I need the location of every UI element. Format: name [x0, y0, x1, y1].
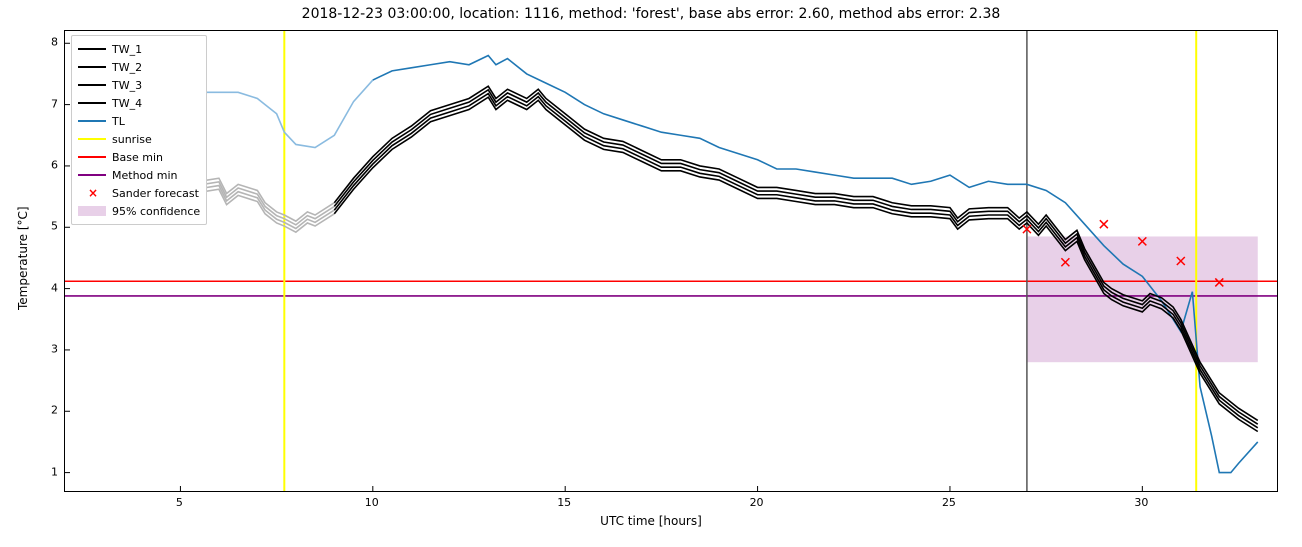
plot-svg — [65, 31, 1277, 491]
legend-entry: TW_3 — [78, 76, 200, 94]
y-tick-label: 5 — [42, 220, 58, 233]
confidence-rect — [1027, 236, 1258, 362]
y-tick-label: 1 — [42, 465, 58, 478]
y-tick-label: 6 — [42, 158, 58, 171]
y-tick-label: 7 — [42, 97, 58, 110]
x-tick-label: 5 — [176, 496, 183, 509]
legend-entry: × Sander forecast — [78, 184, 200, 202]
legend-label: 95% confidence — [112, 205, 200, 218]
legend-swatch-icon — [78, 152, 106, 162]
y-tick-label: 2 — [42, 404, 58, 417]
legend-label: TW_4 — [112, 97, 142, 110]
legend-entry: Method min — [78, 166, 200, 184]
x-tick-label: 20 — [750, 496, 764, 509]
x-tick-label: 25 — [942, 496, 956, 509]
plot-area: TW_1 TW_2 TW_3 TW_4 TL sunrise Base min Method … — [64, 30, 1278, 492]
legend-entry: TW_1 — [78, 40, 200, 58]
legend-swatch-icon — [78, 44, 106, 54]
legend-label: TW_1 — [112, 43, 142, 56]
legend-swatch-icon — [78, 80, 106, 90]
x-tick-label: 10 — [365, 496, 379, 509]
legend-swatch-icon — [78, 98, 106, 108]
legend-swatch-icon — [78, 116, 106, 126]
legend-swatch-icon: × — [78, 188, 106, 198]
x-tick-label: 30 — [1134, 496, 1148, 509]
figure: 2018-12-23 03:00:00, location: 1116, met… — [0, 0, 1302, 547]
y-tick-label: 8 — [42, 36, 58, 49]
legend-label: Sander forecast — [112, 187, 199, 200]
legend-label: Method min — [112, 169, 178, 182]
legend-swatch-icon — [78, 206, 106, 216]
legend-swatch-icon — [78, 134, 106, 144]
legend-swatch-icon — [78, 170, 106, 180]
legend-entry: TW_2 — [78, 58, 200, 76]
legend-entry: TL — [78, 112, 200, 130]
legend-entry: 95% confidence — [78, 202, 200, 220]
y-tick-label: 4 — [42, 281, 58, 294]
legend-entry: sunrise — [78, 130, 200, 148]
y-axis-label: Temperature [°C] — [16, 206, 30, 310]
legend-swatch-icon — [78, 62, 106, 72]
legend-box: TW_1 TW_2 TW_3 TW_4 TL sunrise Base min Method … — [71, 35, 207, 225]
x-axis-label: UTC time [hours] — [0, 514, 1302, 528]
legend-label: sunrise — [112, 133, 152, 146]
legend-label: TW_3 — [112, 79, 142, 92]
y-tick-label: 3 — [42, 342, 58, 355]
legend-entry: Base min — [78, 148, 200, 166]
legend-label: TW_2 — [112, 61, 142, 74]
chart-title: 2018-12-23 03:00:00, location: 1116, met… — [0, 6, 1302, 22]
legend-entry: TW_4 — [78, 94, 200, 112]
sander-point-2 — [1100, 220, 1108, 228]
x-tick-label: 15 — [557, 496, 571, 509]
legend-label: TL — [112, 115, 125, 128]
legend-label: Base min — [112, 151, 163, 164]
